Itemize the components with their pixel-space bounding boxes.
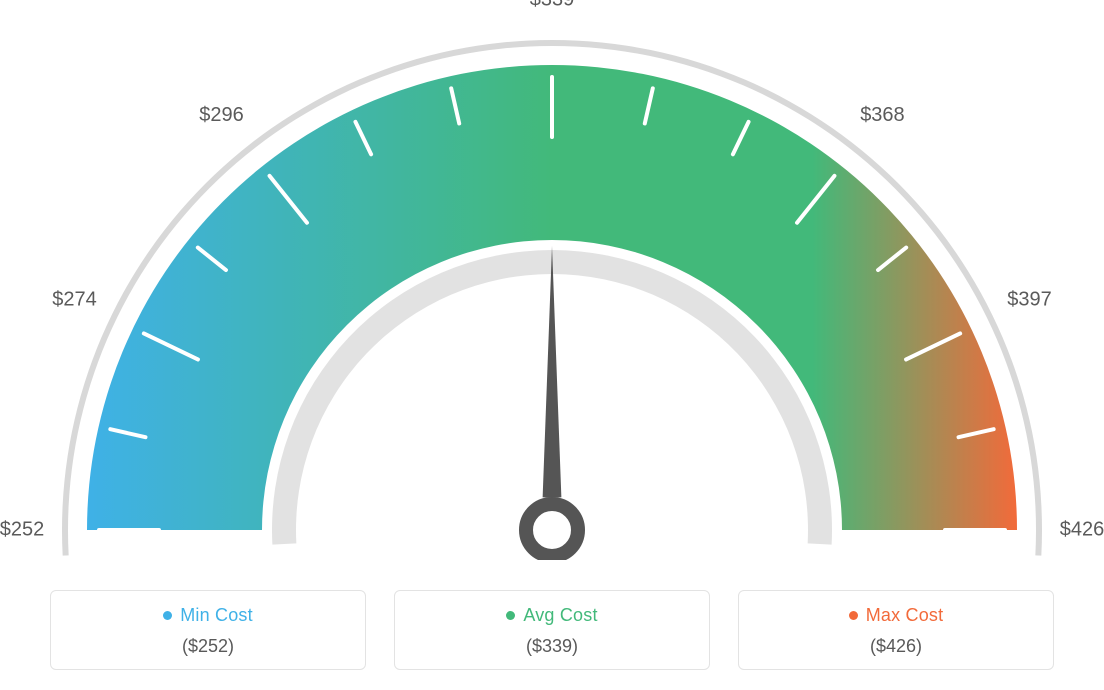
legend-min-title: Min Cost <box>51 605 365 626</box>
legend-avg-title: Avg Cost <box>395 605 709 626</box>
legend-min-value: ($252) <box>51 636 365 657</box>
legend-card-min: Min Cost ($252) <box>50 590 366 670</box>
gauge-tick-label: $397 <box>1007 288 1052 310</box>
gauge-tick-label: $426 <box>1060 518 1104 540</box>
dot-min <box>163 611 172 620</box>
gauge-tick-label: $368 <box>860 104 905 126</box>
legend-min-label: Min Cost <box>180 605 253 625</box>
gauge-tick-label: $339 <box>530 0 575 10</box>
legend-card-avg: Avg Cost ($339) <box>394 590 710 670</box>
legend-max-value: ($426) <box>739 636 1053 657</box>
legend-max-label: Max Cost <box>866 605 944 625</box>
gauge-needle-hub-hole <box>538 516 566 544</box>
dot-avg <box>506 611 515 620</box>
legend-max-title: Max Cost <box>739 605 1053 626</box>
legend-avg-value: ($339) <box>395 636 709 657</box>
gauge-tick-label: $252 <box>0 518 44 540</box>
cost-gauge: $252 $274 $296 $339 $368 $397 $426 <box>0 0 1104 560</box>
legend-avg-label: Avg Cost <box>523 605 597 625</box>
gauge-tick-label: $274 <box>52 288 97 310</box>
gauge-needle <box>543 246 562 497</box>
gauge-tick-label: $296 <box>199 104 244 126</box>
legend-card-max: Max Cost ($426) <box>738 590 1054 670</box>
dot-max <box>849 611 858 620</box>
legend-row: Min Cost ($252) Avg Cost ($339) Max Cost… <box>0 590 1104 670</box>
